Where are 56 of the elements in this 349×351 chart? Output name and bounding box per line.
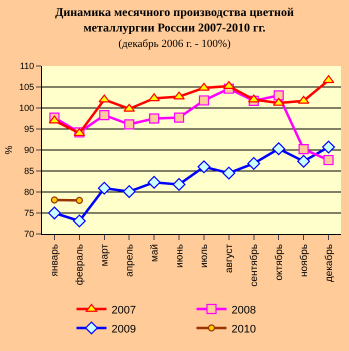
x-tick-label: сентябрь — [249, 244, 260, 287]
point — [48, 206, 61, 220]
point — [298, 144, 309, 154]
legend-label: 2007 — [112, 304, 136, 316]
point — [148, 176, 161, 189]
point — [98, 182, 111, 195]
y-tick-label: 110 — [20, 61, 34, 72]
point — [223, 81, 235, 90]
point — [297, 154, 310, 168]
y-tick-label: 80 — [24, 187, 34, 198]
point — [174, 112, 184, 123]
x-tick-label: август — [224, 244, 236, 273]
point — [76, 196, 83, 204]
point — [198, 82, 210, 91]
y-tick-label: 105 — [19, 82, 34, 92]
point — [149, 113, 160, 124]
x-tick-label: январь — [50, 244, 61, 276]
y-axis-title: % — [4, 145, 16, 154]
point — [198, 95, 210, 106]
point — [50, 196, 58, 204]
point — [72, 214, 86, 228]
y-tick-label: 75 — [24, 208, 34, 218]
point — [323, 154, 334, 166]
point — [172, 178, 186, 191]
chart-subtitle: (декабрь 2006 г. - 100%) — [118, 38, 231, 50]
legend-label: 2009 — [112, 323, 136, 336]
point — [198, 160, 210, 174]
y-tick-label: 90 — [24, 145, 34, 156]
point — [122, 185, 136, 198]
point — [272, 142, 286, 156]
y-tick-label: 100 — [19, 103, 34, 114]
x-tick-label: июнь — [174, 244, 186, 268]
point — [173, 92, 185, 100]
y-tick-label: 85 — [24, 166, 34, 176]
x-tick-label: февраль — [74, 244, 86, 286]
x-tick-label: май — [149, 244, 160, 262]
legend-label: 2010 — [232, 323, 256, 336]
legend-label: 2008 — [232, 304, 256, 316]
point — [322, 75, 334, 84]
x-tick-label: октябрь — [274, 244, 285, 281]
y-tick-label: 70 — [24, 229, 34, 240]
point — [148, 93, 160, 102]
y-tick-label: 95 — [24, 124, 34, 134]
x-tick-label: апрель — [124, 244, 136, 277]
x-tick-label: март — [100, 244, 111, 266]
point — [298, 96, 310, 104]
point — [99, 110, 110, 120]
chart-title: Динамика месячного производства цветной металлургии России 2007-2010 гг. — [55, 4, 294, 34]
point — [322, 140, 335, 154]
point — [222, 166, 236, 180]
x-tick-label: ноябрь — [298, 244, 310, 277]
x-tick-label: декабрь — [324, 244, 335, 282]
x-tick-label: июль — [199, 244, 210, 268]
point — [247, 156, 260, 170]
point — [124, 119, 134, 130]
point — [274, 90, 284, 100]
